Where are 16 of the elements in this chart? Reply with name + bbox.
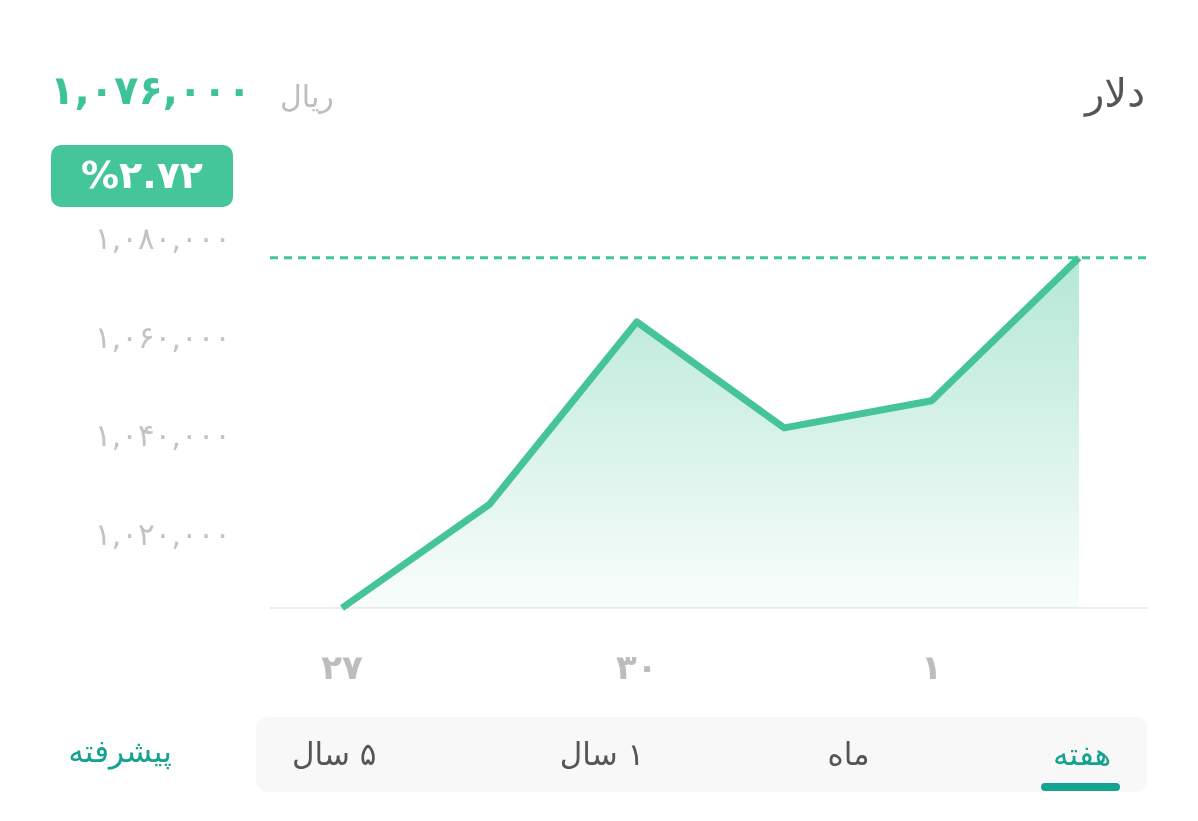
x-tick-label: ۱	[921, 647, 942, 687]
x-tick-label: ۲۷	[321, 647, 363, 687]
y-tick-label: ۱,۰۴۰,۰۰۰	[94, 417, 231, 454]
text: ماه	[827, 735, 870, 774]
text: هفته	[1052, 735, 1111, 774]
chart-title: دلار	[1085, 69, 1145, 117]
text: ریال	[280, 79, 334, 115]
text: ۱ سال	[559, 735, 645, 774]
y-tick-label: ۱,۰۶۰,۰۰۰	[94, 318, 231, 355]
text: %۲.۷۲	[80, 153, 204, 199]
chart-subtitle: ۱,۰۷۶,۰۰۰	[50, 66, 252, 114]
text: ۵ سال	[292, 735, 377, 774]
text: پیشرفته	[68, 733, 172, 771]
y-tick-label: ۱,۰۸۰,۰۰۰	[94, 220, 231, 256]
x-tick-label: ۳۰	[616, 647, 658, 687]
y-tick-label: ۱,۰۲۰,۰۰۰	[94, 516, 231, 552]
